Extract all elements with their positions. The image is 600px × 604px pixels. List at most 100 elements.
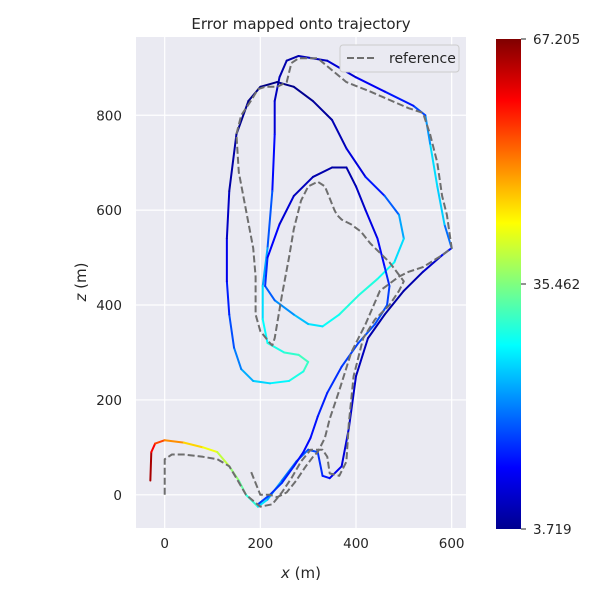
trajectory-segment xyxy=(383,266,391,288)
trajectory-segment xyxy=(307,323,324,328)
trajectory-segment xyxy=(280,465,295,484)
trajectory-segment xyxy=(259,81,279,88)
trajectory-segment xyxy=(182,441,204,449)
trajectory-segment xyxy=(393,237,405,264)
trajectory-segment xyxy=(331,119,348,150)
trajectory-segment xyxy=(278,59,288,79)
trajectory-segment xyxy=(292,85,314,103)
trajectory-segment xyxy=(316,391,329,418)
trajectory-segment xyxy=(264,256,269,288)
trajectory-segment xyxy=(278,194,295,226)
x-tick-label: 0 xyxy=(160,536,169,552)
y-tick-label: 600 xyxy=(96,203,122,219)
trajectory-segment xyxy=(150,442,157,454)
trajectory-segment xyxy=(345,147,367,178)
trajectory-segment xyxy=(429,142,439,188)
grid xyxy=(136,37,466,528)
colorbar-tick-label: 3.719 xyxy=(533,522,572,538)
trajectory-segment xyxy=(225,190,231,240)
trajectory-segment xyxy=(240,368,255,382)
trajectory-segment xyxy=(225,280,231,316)
y-tick-label: 0 xyxy=(113,488,122,504)
trajectory-segment xyxy=(268,379,291,385)
trajectory-segment xyxy=(311,166,334,178)
y-axis-var: z xyxy=(72,292,90,302)
trajectory-segment xyxy=(383,289,405,316)
trajectory-segment xyxy=(357,323,377,344)
trajectory-segment xyxy=(233,346,243,371)
trajectory-segment xyxy=(412,104,427,117)
trajectory-segment xyxy=(383,194,401,216)
reference-path xyxy=(163,57,453,508)
y-tick-label: 200 xyxy=(96,393,122,409)
trajectory-segment xyxy=(383,90,415,107)
trajectory-segment xyxy=(302,436,312,454)
trajectory-segment xyxy=(292,175,314,197)
trajectory-segment xyxy=(271,133,276,193)
trajectory-segment xyxy=(338,294,360,316)
y-axis-ticks: 0 200 400 600 800 xyxy=(96,108,122,504)
x-tick-label: 200 xyxy=(247,536,273,552)
colorbar-tick-label: 67.205 xyxy=(533,32,580,48)
trajectory-segment xyxy=(321,474,331,480)
trajectory-layer xyxy=(149,54,453,508)
trajectory-segment xyxy=(256,493,271,506)
trajectory-segment xyxy=(321,313,341,328)
x-tick-label: 400 xyxy=(343,536,369,552)
trajectory-segment xyxy=(436,185,446,226)
y-axis-unit: (m) xyxy=(72,263,90,294)
trajectory-segment xyxy=(398,213,405,240)
colorbar-ticks: 67.205 35.462 3.719 xyxy=(521,32,580,538)
trajectory-segment xyxy=(201,446,219,454)
trajectory-segment xyxy=(355,76,386,93)
trajectory-segment xyxy=(345,166,357,188)
trajectory-segment xyxy=(302,360,310,373)
x-axis-var: x xyxy=(280,564,290,582)
chart-title: Error mapped onto trajectory xyxy=(191,15,410,33)
trajectory-segment xyxy=(252,379,271,385)
colorbar-gradient xyxy=(496,39,521,529)
trajectory-segment xyxy=(264,285,276,302)
trajectory-segment xyxy=(273,76,281,103)
legend: reference xyxy=(339,44,460,73)
legend-reference-label: reference xyxy=(389,51,456,67)
x-axis-unit: (m) xyxy=(290,564,321,582)
legend-box xyxy=(339,44,460,73)
trajectory-segment xyxy=(228,133,238,193)
trajectory-segment xyxy=(376,237,386,269)
trajectory-segment xyxy=(364,209,379,240)
trajectory-segment xyxy=(311,100,334,122)
trajectory-segment xyxy=(316,451,324,477)
y-axis-label: z (m) xyxy=(72,263,90,303)
y-tick-label: 800 xyxy=(96,108,122,124)
trajectory-segment xyxy=(228,313,236,349)
trajectory-segment xyxy=(355,185,367,212)
trajectory-segment xyxy=(347,375,357,430)
y-tick-label: 400 xyxy=(96,298,122,314)
trajectory-segment xyxy=(268,481,283,496)
trajectory-segment xyxy=(283,351,300,356)
colorbar: 67.205 35.462 3.719 xyxy=(496,32,580,538)
reference-layer xyxy=(163,57,453,508)
trajectory-segment xyxy=(149,451,153,482)
trajectory-segment xyxy=(154,439,166,445)
x-axis-ticks: 0 200 400 600 xyxy=(160,536,464,552)
trajectory-segment xyxy=(355,337,369,378)
trajectory-segment xyxy=(261,247,269,288)
trajectory-segment xyxy=(386,285,391,307)
trajectory-segment xyxy=(288,370,305,382)
trajectory-segment xyxy=(276,81,295,88)
trajectory-segment xyxy=(273,299,295,316)
x-axis-label: x (m) xyxy=(280,564,321,582)
trajectory-segment xyxy=(402,270,424,292)
trajectory-segment xyxy=(309,415,319,439)
trajectory-segment xyxy=(292,451,305,468)
trajectory-segment xyxy=(266,190,274,250)
trajectory-segment xyxy=(357,277,379,297)
trajectory-segment xyxy=(366,313,386,340)
trajectory-segment xyxy=(326,365,343,394)
trajectory-segment xyxy=(292,313,310,326)
trajectory-segment xyxy=(297,353,310,363)
trajectory-segment xyxy=(163,439,185,444)
